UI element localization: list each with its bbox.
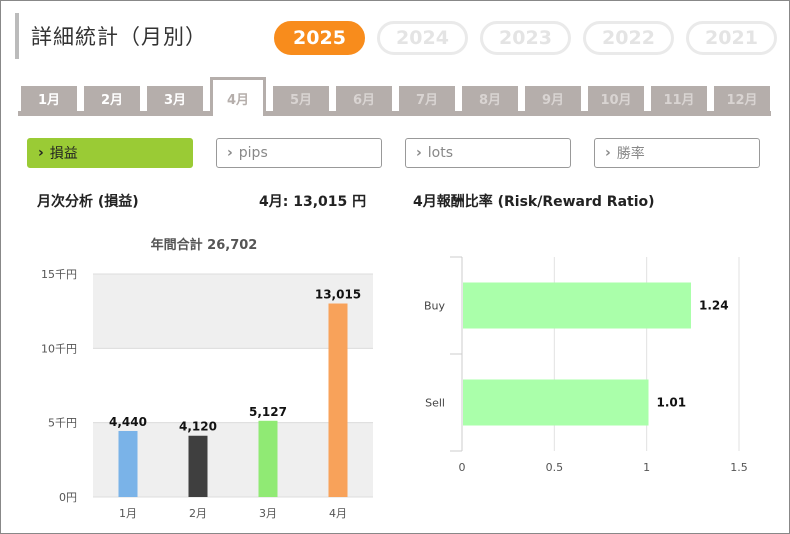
y-category-label: Buy xyxy=(424,300,446,313)
filter-winrate-button[interactable]: › 勝率 xyxy=(594,138,760,168)
chevron-right-icon: › xyxy=(416,145,422,161)
tab-month-1[interactable]: 1月 xyxy=(21,86,77,111)
page-title: 詳細統計（月別） xyxy=(15,13,207,59)
x-tick-label: 0 xyxy=(459,461,466,474)
bar-value-label: 5,127 xyxy=(249,405,287,419)
bar-value-label: 4,120 xyxy=(179,420,217,434)
tab-month-9[interactable]: 9月 xyxy=(525,86,581,111)
filter-pips-label: pips xyxy=(238,145,268,161)
bar-chart-title: 年間合計 26,702 xyxy=(151,237,258,253)
x-tick-label: 0.5 xyxy=(546,461,564,474)
bar-3 xyxy=(258,420,278,497)
y-tick-label: 5千円 xyxy=(48,417,77,430)
bar-1 xyxy=(118,430,138,497)
page-title-text: 詳細統計（月別） xyxy=(31,25,207,49)
year-pill-2023[interactable]: 2023 xyxy=(480,21,571,55)
tab-month-3[interactable]: 3月 xyxy=(147,86,203,111)
y-category-label: Sell xyxy=(425,397,445,410)
year-pill-2024[interactable]: 2024 xyxy=(377,21,468,55)
filter-profit-label: 損益 xyxy=(49,146,78,162)
risk-reward-title: 4月報酬比率 (Risk/Reward Ratio) xyxy=(413,194,655,210)
x-tick-label: 1 xyxy=(643,461,650,474)
tab-month-11[interactable]: 11月 xyxy=(651,86,707,111)
x-tick-label: 2月 xyxy=(189,507,207,520)
chevron-right-icon: › xyxy=(38,145,44,161)
tab-month-6[interactable]: 6月 xyxy=(336,86,392,111)
filter-lots-label: lots xyxy=(427,145,454,161)
grid-band xyxy=(93,422,373,497)
y-tick-label: 15千円 xyxy=(41,268,77,281)
bar-value-label: 4,440 xyxy=(109,415,147,429)
x-tick-label: 4月 xyxy=(329,507,347,520)
filter-pips-button[interactable]: › pips xyxy=(216,138,382,168)
tab-month-4[interactable]: 4月 xyxy=(210,77,266,116)
year-selector: 2025 2024 2023 2022 2021 xyxy=(274,21,777,55)
current-month-total: 4月: 13,015 円 xyxy=(259,194,367,210)
y-tick-label: 10千円 xyxy=(41,342,77,355)
chevron-right-icon: › xyxy=(227,145,233,161)
year-pill-2021[interactable]: 2021 xyxy=(686,21,777,55)
bar-4 xyxy=(328,303,348,497)
hbar-value-label: 1.01 xyxy=(657,396,687,410)
metric-filters: › 損益 › pips › lots › 勝率 xyxy=(27,138,760,168)
tab-month-10[interactable]: 10月 xyxy=(588,86,644,111)
tab-month-8[interactable]: 8月 xyxy=(462,86,518,111)
filter-winrate-label: 勝率 xyxy=(616,146,645,162)
hbar-sell xyxy=(463,379,649,426)
hbar-buy xyxy=(463,282,691,329)
risk-reward-chart: 0 0.5 1 1.5 1.24 Buy 1.01 Sell xyxy=(424,256,748,474)
tab-month-7[interactable]: 7月 xyxy=(399,86,455,111)
filter-profit-button[interactable]: › 損益 xyxy=(27,138,193,168)
monthly-analysis-title: 月次分析 (損益) xyxy=(37,194,139,210)
x-tick-label: 1.5 xyxy=(730,461,748,474)
year-pill-2022[interactable]: 2022 xyxy=(583,21,674,55)
year-pill-2025[interactable]: 2025 xyxy=(274,21,365,55)
bar-2 xyxy=(188,435,208,497)
chevron-right-icon: › xyxy=(605,145,611,161)
x-tick-label: 1月 xyxy=(119,507,137,520)
filter-lots-button[interactable]: › lots xyxy=(405,138,571,168)
monthly-profit-chart: 年間合計 26,702 0円 5千円 10千円 15千円 4,440 1月 4,120 2月 5,… xyxy=(41,237,373,520)
tab-month-5[interactable]: 5月 xyxy=(273,86,329,111)
tab-month-12[interactable]: 12月 xyxy=(714,86,770,111)
grid-band xyxy=(93,274,373,349)
hbar-value-label: 1.24 xyxy=(699,299,729,313)
y-tick-label: 0円 xyxy=(59,491,77,504)
month-tabs: 1月 2月 3月 4月 5月 6月 7月 8月 9月 10月 11月 12月 xyxy=(18,77,771,116)
tab-month-2[interactable]: 2月 xyxy=(84,86,140,111)
x-tick-label: 3月 xyxy=(259,507,277,520)
bar-value-label: 13,015 xyxy=(315,288,361,302)
